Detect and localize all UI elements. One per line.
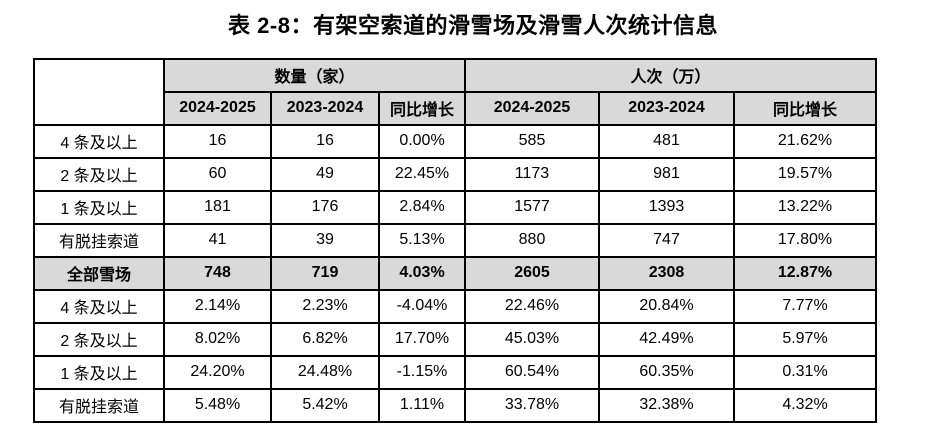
table-cell: 5.48%	[163, 387, 272, 423]
table-cell: 2308	[598, 255, 735, 291]
table-cell: 880	[464, 222, 600, 258]
table-cell: 17.80%	[733, 222, 877, 258]
table-cell: 0.31%	[733, 354, 877, 390]
row-label: 有脱挂索道	[33, 222, 165, 258]
sub-header-cell: 同比增长	[378, 90, 466, 126]
table-cell: -1.15%	[378, 354, 466, 390]
table-cell: 2.84%	[378, 189, 466, 225]
table-header: 数量（家） 人次（万） 2024-2025 2023-2024 同比增长 202…	[33, 57, 877, 126]
table-cell: 22.46%	[464, 288, 600, 324]
table-row: 2 条及以上 8.02% 6.82% 17.70% 45.03% 42.49% 5.97%	[33, 321, 877, 357]
table-cell: 17.70%	[378, 321, 466, 357]
col-group-quantity: 数量（家）	[163, 57, 466, 93]
table-cell: 20.84%	[598, 288, 735, 324]
table-cell: 0.00%	[378, 123, 466, 159]
table-cell: 8.02%	[163, 321, 272, 357]
header-group-row: 数量（家） 人次（万）	[33, 57, 877, 126]
table-row: 全部雪场 748 719 4.03% 2605 2308 12.87%	[33, 255, 877, 291]
table-cell: 981	[598, 156, 735, 192]
sub-header-cell: 2024-2025	[163, 90, 272, 126]
table-cell: 22.45%	[378, 156, 466, 192]
table-cell: 16	[270, 123, 380, 159]
table-cell: 6.82%	[270, 321, 380, 357]
row-label: 有脱挂索道	[33, 387, 165, 423]
header-sub-row: 2024-2025 2023-2024 同比增长 2024-2025 2023-…	[34, 90, 877, 126]
table-cell: 60	[163, 156, 272, 192]
table-cell: 4.32%	[733, 387, 877, 423]
table-cell: 49	[270, 156, 380, 192]
table-cell: 60.54%	[464, 354, 600, 390]
table-row: 有脱挂索道 41 39 5.13% 880 747 17.80%	[33, 222, 877, 258]
table-cell: 41	[163, 222, 272, 258]
row-label: 2 条及以上	[33, 156, 165, 192]
sub-header-cell: 2024-2025	[464, 90, 600, 126]
row-label: 全部雪场	[33, 255, 165, 291]
col-group-visits: 人次（万）	[464, 57, 877, 93]
table-cell: 4.03%	[378, 255, 466, 291]
table-row: 1 条及以上 24.20% 24.48% -1.15% 60.54% 60.35% 0.31…	[33, 354, 877, 390]
row-label: 4 条及以上	[33, 288, 165, 324]
table-cell: 24.20%	[163, 354, 272, 390]
table-cell: 19.57%	[733, 156, 877, 192]
row-label: 1 条及以上	[33, 354, 165, 390]
table-cell: -4.04%	[378, 288, 466, 324]
table-cell: 7.77%	[733, 288, 877, 324]
table-cell: 16	[163, 123, 272, 159]
table-cell: 21.62%	[733, 123, 877, 159]
table-cell: 585	[464, 123, 600, 159]
table-cell: 5.13%	[378, 222, 466, 258]
row-label: 2 条及以上	[33, 321, 165, 357]
stats-table: 数量（家） 人次（万） 2024-2025 2023-2024 同比增长 202…	[33, 57, 877, 423]
table-row: 1 条及以上 181 176 2.84% 1577 1393 13.22%	[33, 189, 877, 225]
table-cell: 5.42%	[270, 387, 380, 423]
table-cell: 1173	[464, 156, 600, 192]
row-label: 4 条及以上	[33, 123, 165, 159]
table-cell: 1.11%	[378, 387, 466, 423]
sub-header-cell: 2023-2024	[598, 90, 735, 126]
table-cell: 747	[598, 222, 735, 258]
table-cell: 2.23%	[270, 288, 380, 324]
table-cell: 5.97%	[733, 321, 877, 357]
sub-header-cell: 同比增长	[733, 90, 877, 126]
table-cell: 39	[270, 222, 380, 258]
table-row: 有脱挂索道 5.48% 5.42% 1.11% 33.78% 32.38% 4.32%	[33, 387, 877, 423]
table-row: 4 条及以上 2.14% 2.23% -4.04% 22.46% 20.84% 7.77%	[33, 288, 877, 324]
corner-blank-cell	[33, 57, 165, 126]
table-cell: 42.49%	[598, 321, 735, 357]
table-cell: 45.03%	[464, 321, 600, 357]
table-cell: 181	[163, 189, 272, 225]
sub-header-cell: 2023-2024	[270, 90, 380, 126]
table-cell: 719	[270, 255, 380, 291]
table-cell: 33.78%	[464, 387, 600, 423]
table-cell: 481	[598, 123, 735, 159]
table-row: 4 条及以上 16 16 0.00% 585 481 21.62%	[33, 123, 877, 159]
table-body: 4 条及以上 16 16 0.00% 585 481 21.62% 2 条及以上 60 49 22.…	[33, 123, 877, 423]
table-cell: 1393	[598, 189, 735, 225]
table-cell: 1577	[464, 189, 600, 225]
table-cell: 2.14%	[163, 288, 272, 324]
table-cell: 12.87%	[733, 255, 877, 291]
table-title: 表 2-8：有架空索道的滑雪场及滑雪人次统计信息	[228, 13, 718, 38]
row-label: 1 条及以上	[33, 189, 165, 225]
table-cell: 748	[163, 255, 272, 291]
table-cell: 24.48%	[270, 354, 380, 390]
table-cell: 60.35%	[598, 354, 735, 390]
table-cell: 176	[270, 189, 380, 225]
table-cell: 32.38%	[598, 387, 735, 423]
table-cell: 13.22%	[733, 189, 877, 225]
table-row: 2 条及以上 60 49 22.45% 1173 981 19.57%	[33, 156, 877, 192]
table-cell: 2605	[464, 255, 600, 291]
